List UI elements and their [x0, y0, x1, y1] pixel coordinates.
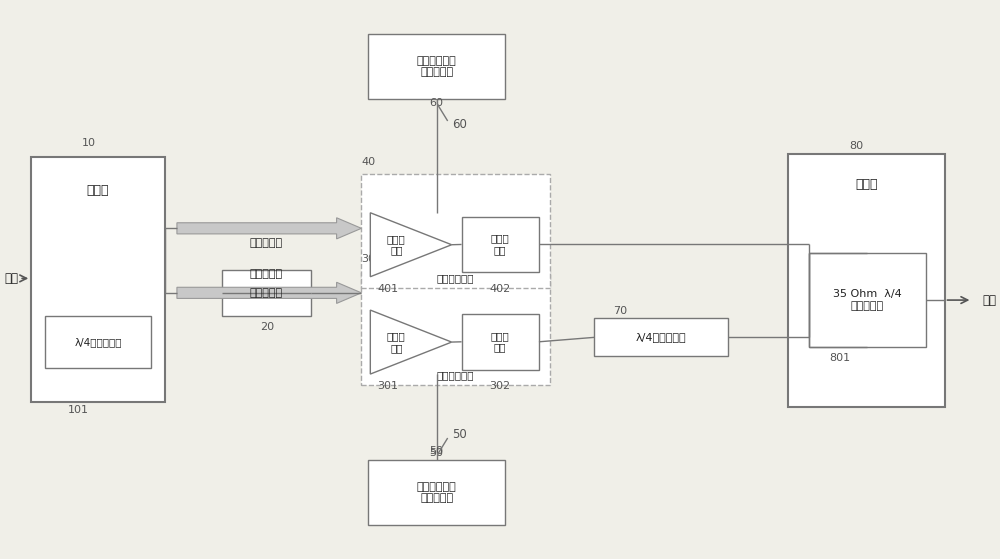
Polygon shape	[370, 213, 452, 277]
Text: 峰值放
大器: 峰值放 大器	[387, 234, 406, 255]
Text: 30: 30	[361, 254, 375, 264]
Bar	[462, 314, 539, 369]
Text: 801: 801	[829, 353, 850, 363]
Bar	[368, 34, 505, 100]
Text: 截波放
大器: 截波放 大器	[387, 331, 406, 353]
Polygon shape	[370, 310, 452, 374]
FancyArrow shape	[177, 218, 361, 239]
Text: 输入: 输入	[4, 272, 18, 285]
Bar	[361, 174, 550, 288]
Text: λ/4阻抗变换线: λ/4阻抗变换线	[74, 337, 122, 347]
Text: 功分器: 功分器	[87, 184, 109, 197]
Bar	[788, 154, 945, 408]
Bar	[462, 217, 539, 272]
Text: 50: 50	[429, 446, 443, 456]
Bar	[222, 270, 311, 316]
Text: 20: 20	[260, 322, 274, 332]
Text: 70: 70	[613, 306, 627, 316]
Text: 50: 50	[452, 428, 467, 440]
Text: 输出: 输出	[982, 293, 996, 306]
Text: 第二路信号: 第二路信号	[250, 238, 283, 248]
Text: 401: 401	[378, 284, 399, 294]
Text: 截波栅极偏置
电压调节器: 截波栅极偏置 电压调节器	[417, 482, 457, 503]
Text: 101: 101	[68, 405, 89, 415]
Text: 峰值栅极偏置
电压调节器: 峰值栅极偏置 电压调节器	[417, 56, 457, 77]
Bar	[368, 459, 505, 525]
Bar	[361, 271, 550, 385]
Text: 40: 40	[361, 157, 376, 167]
Text: 第一补
偿线: 第一补 偿线	[491, 331, 510, 353]
Text: 301: 301	[378, 381, 399, 391]
Bar	[31, 157, 165, 402]
Text: 峰值放大单元: 峰值放大单元	[437, 273, 474, 283]
Text: 相位调整器: 相位调整器	[250, 288, 283, 298]
Text: 合路器: 合路器	[855, 178, 877, 191]
Text: 60: 60	[452, 119, 467, 131]
Text: 35 Ohm  λ/4
阻抗变换线: 35 Ohm λ/4 阻抗变换线	[833, 289, 902, 311]
Bar	[45, 316, 151, 368]
Bar	[594, 319, 728, 356]
Text: 402: 402	[490, 284, 511, 294]
Text: 60: 60	[429, 98, 443, 108]
Bar	[809, 253, 926, 347]
Text: 第二补
偿线: 第二补 偿线	[491, 234, 510, 255]
Text: 50: 50	[429, 448, 443, 458]
Text: 第一路信号: 第一路信号	[250, 269, 283, 279]
Text: 302: 302	[490, 381, 511, 391]
Text: λ/4阻抗变换线: λ/4阻抗变换线	[636, 333, 687, 342]
Text: 截波放大单元: 截波放大单元	[437, 370, 474, 380]
Text: 10: 10	[82, 138, 96, 148]
Text: 80: 80	[849, 141, 863, 151]
FancyArrow shape	[177, 282, 361, 304]
